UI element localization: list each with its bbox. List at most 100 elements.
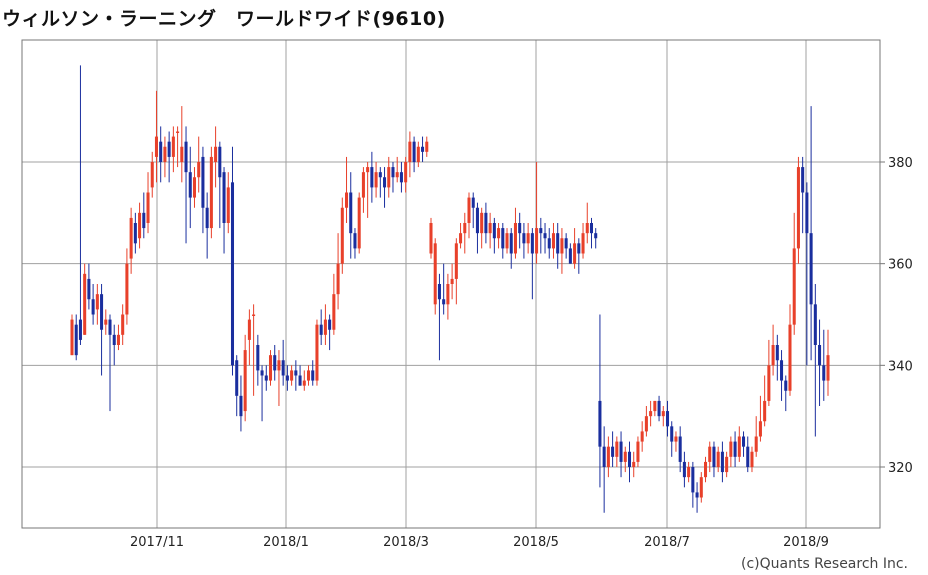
candle-up bbox=[306, 370, 311, 381]
candle-down bbox=[556, 233, 560, 254]
candle-up bbox=[505, 233, 509, 249]
candle-down bbox=[159, 141, 163, 162]
candle-down bbox=[518, 223, 522, 234]
candle-up bbox=[197, 162, 201, 178]
y-tick-label: 320 bbox=[888, 461, 913, 476]
candle-up bbox=[429, 223, 433, 254]
candle-down bbox=[742, 436, 746, 447]
candle-down bbox=[784, 380, 788, 391]
candle-up bbox=[488, 223, 492, 234]
candle-down bbox=[281, 360, 285, 376]
candle-down bbox=[273, 355, 277, 371]
candle-down bbox=[218, 146, 222, 178]
candle-up bbox=[467, 197, 471, 223]
candle-down bbox=[695, 492, 699, 498]
candle-down bbox=[665, 411, 670, 427]
candle-down bbox=[733, 441, 737, 457]
chart-title: ウィルソン・ラーニング ワールドワイド(9610) bbox=[2, 8, 446, 30]
candle-down bbox=[319, 324, 323, 335]
candle-up bbox=[357, 197, 361, 249]
candle-up bbox=[83, 273, 87, 335]
candle-down bbox=[230, 182, 235, 366]
candle-down bbox=[328, 319, 332, 330]
candle-down bbox=[184, 141, 188, 173]
candle-down bbox=[568, 248, 572, 264]
candle-up bbox=[615, 441, 619, 457]
x-tick-label: 2018/5 bbox=[513, 535, 559, 550]
candle-up bbox=[585, 223, 589, 234]
candle-up bbox=[737, 436, 741, 457]
candle-up bbox=[146, 192, 150, 223]
candle-up bbox=[459, 233, 463, 244]
candle-down bbox=[678, 436, 682, 462]
candles bbox=[70, 65, 830, 513]
candle-down bbox=[235, 360, 239, 396]
candle-down bbox=[530, 233, 534, 254]
candle-down bbox=[205, 207, 209, 229]
candle-up bbox=[345, 192, 349, 208]
candle-down bbox=[285, 375, 289, 381]
plot-frame bbox=[21, 39, 881, 529]
y-tick-label: 360 bbox=[888, 258, 913, 273]
candle-up bbox=[290, 370, 294, 381]
candle-down bbox=[720, 451, 724, 473]
candle-down bbox=[91, 299, 95, 315]
candle-up bbox=[535, 228, 539, 254]
candle-down bbox=[378, 172, 382, 178]
candle-up bbox=[416, 146, 420, 162]
candle-up bbox=[649, 411, 653, 417]
candle-down bbox=[509, 233, 513, 254]
candle-down bbox=[564, 238, 568, 249]
candle-up bbox=[277, 360, 281, 371]
candle-up bbox=[450, 278, 454, 284]
candle-down bbox=[353, 233, 357, 249]
candle-down bbox=[775, 345, 779, 361]
candle-up bbox=[129, 217, 133, 259]
candle-down bbox=[264, 375, 268, 381]
candle-up bbox=[395, 172, 399, 178]
candle-down bbox=[87, 278, 91, 300]
candle-down bbox=[383, 177, 387, 188]
candle-down bbox=[801, 167, 805, 193]
y-tick-label: 340 bbox=[888, 359, 913, 374]
y-tick-label: 380 bbox=[888, 156, 913, 171]
candle-down bbox=[619, 441, 623, 462]
candle-down bbox=[657, 400, 661, 417]
candle-down bbox=[598, 400, 602, 447]
candle-down bbox=[74, 324, 78, 356]
candle-up bbox=[243, 350, 247, 412]
candle-down bbox=[437, 284, 441, 300]
x-tick-label: 2017/11 bbox=[130, 535, 184, 550]
candle-down bbox=[188, 172, 192, 198]
candle-down bbox=[501, 228, 505, 249]
candle-up bbox=[387, 167, 391, 188]
candle-up bbox=[560, 238, 564, 254]
candle-down bbox=[421, 146, 425, 152]
candle-down bbox=[391, 167, 395, 178]
candle-up bbox=[70, 319, 74, 356]
candle-up bbox=[366, 167, 370, 173]
candle-up bbox=[653, 400, 657, 412]
candle-down bbox=[294, 370, 298, 376]
candle-down bbox=[112, 334, 116, 345]
candle-down bbox=[813, 304, 817, 345]
candle-down bbox=[167, 141, 171, 157]
x-tick-label: 2018/7 bbox=[644, 535, 690, 550]
candle-up bbox=[171, 136, 175, 157]
candle-down bbox=[577, 243, 581, 254]
candle-up bbox=[661, 411, 665, 417]
candle-up bbox=[154, 136, 158, 157]
copyright-notice: (c)Quants Research Inc. bbox=[740, 556, 908, 572]
candle-down bbox=[471, 197, 475, 208]
candle-down bbox=[611, 446, 615, 457]
candle-down bbox=[805, 192, 809, 234]
candle-up bbox=[606, 446, 610, 467]
candle-up bbox=[463, 223, 467, 234]
candle-up bbox=[446, 284, 450, 305]
candle-up bbox=[433, 243, 437, 305]
candle-up bbox=[725, 456, 729, 473]
candle-up bbox=[767, 365, 771, 401]
candle-up bbox=[623, 451, 627, 462]
candle-up bbox=[150, 162, 154, 188]
